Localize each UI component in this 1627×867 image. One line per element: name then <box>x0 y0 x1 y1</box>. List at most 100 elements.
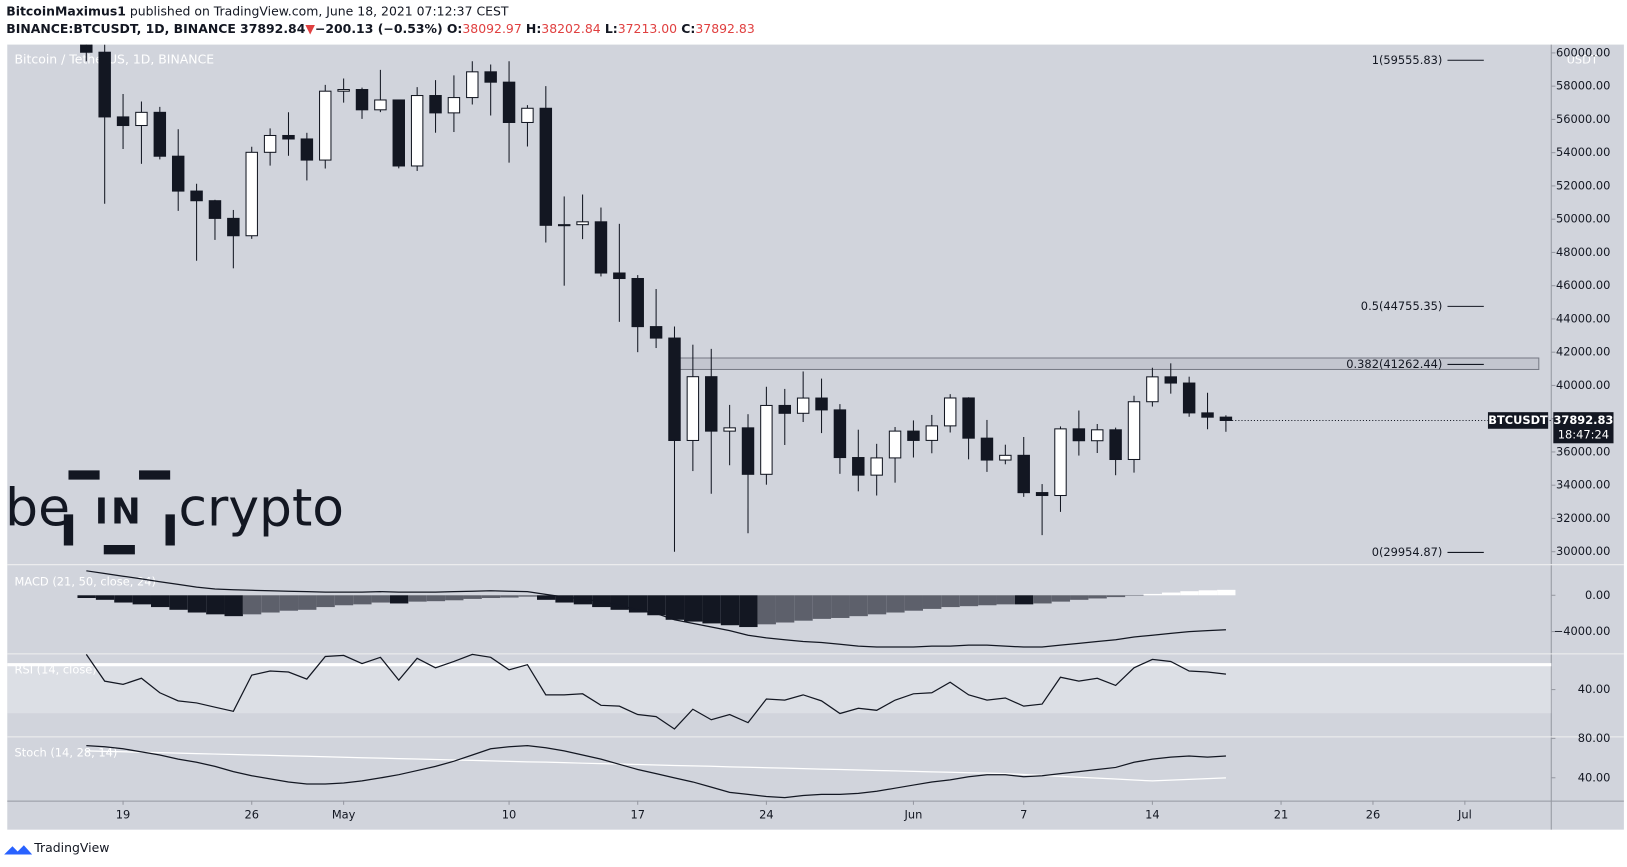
macd-bar <box>720 595 740 626</box>
macd-bar <box>279 595 299 611</box>
candle-body <box>190 190 203 202</box>
candle-body <box>227 217 240 237</box>
y-tick-label: 0.00 <box>1585 588 1610 602</box>
x-tick-label: 19 <box>116 808 131 822</box>
y-tick-label: 60000.00 <box>1556 45 1610 59</box>
candle-body <box>521 107 534 123</box>
y-tick-label: 56000.00 <box>1556 112 1610 126</box>
candle-body <box>153 111 167 157</box>
macd-bar <box>1217 589 1236 596</box>
y-tick-label: 44000.00 <box>1556 311 1610 325</box>
chart-title: Bitcoin / TetherUS, 1D, BINANCE <box>15 52 215 67</box>
watermark: be IN crypto <box>5 470 344 555</box>
published: published on TradingView.com, June 18, 2… <box>126 3 509 18</box>
candle-body <box>925 425 939 441</box>
candle-body <box>760 404 773 475</box>
macd-bar <box>1014 595 1034 605</box>
x-tick-label: May <box>332 808 356 822</box>
watermark-be: be <box>5 478 70 538</box>
macd-bar <box>1180 591 1199 596</box>
candle-body <box>300 138 314 161</box>
y-tick-label: 80.00 <box>1578 731 1611 745</box>
macd-bar <box>849 595 868 617</box>
x-tick-label: 26 <box>244 808 259 822</box>
macd-bar <box>463 595 482 599</box>
candle-body <box>852 457 865 476</box>
macd-bar <box>353 595 372 605</box>
candle-body <box>171 155 185 192</box>
price-tag-bg <box>1553 412 1614 444</box>
candle-body <box>484 71 497 83</box>
x-tick-label: 10 <box>502 808 517 822</box>
symbol: BINANCE:BTCUSDT, 1D, BINANCE <box>6 21 236 36</box>
ohlc-key: C: <box>681 21 695 36</box>
price-tag-countdown: 18:47:24 <box>1558 427 1609 441</box>
macd-bar <box>978 595 997 606</box>
candle-body <box>319 90 332 161</box>
candle-body <box>557 224 571 227</box>
y-tick-label: 50000.00 <box>1556 212 1610 226</box>
candles <box>80 44 1233 552</box>
candle-body <box>1127 401 1141 461</box>
macd-title: MACD (21, 50, close, 24) <box>15 574 156 588</box>
macd-bar <box>1106 595 1126 598</box>
macd-bar <box>1088 595 1107 599</box>
macd-bar <box>537 595 556 600</box>
rsi-band <box>7 664 1552 714</box>
candle-body <box>888 430 902 459</box>
candle-body <box>447 97 461 114</box>
macd-line <box>86 570 1226 648</box>
macd-bar <box>408 595 427 602</box>
macd-bar <box>573 595 593 605</box>
macd-bar <box>757 595 776 625</box>
y-tick-label: 36000.00 <box>1556 444 1610 458</box>
candle-body <box>999 454 1012 461</box>
macd-bar <box>481 595 501 599</box>
y-tick-label: 54000.00 <box>1556 145 1610 159</box>
candle-body <box>705 376 718 432</box>
fib-label: 0(29954.87) <box>1372 545 1443 559</box>
candle-body <box>741 427 755 475</box>
macd-bar <box>298 595 317 610</box>
candle-body <box>833 409 847 459</box>
candle-body <box>1017 454 1030 494</box>
ohlc-value: 38202.84 <box>541 21 600 36</box>
macd-bar <box>224 595 243 617</box>
candle-body <box>410 95 424 167</box>
macd-bar <box>886 595 905 613</box>
macd-bar <box>922 595 942 609</box>
stoch-d-line <box>86 750 1226 782</box>
candle-body <box>1219 416 1233 421</box>
x-tick-label: 24 <box>759 808 774 822</box>
y-tick-label: −4000.00 <box>1554 624 1611 638</box>
ohlc-key: L: <box>605 21 618 36</box>
y-tick-label: 48000.00 <box>1556 245 1610 259</box>
macd-bar <box>77 595 96 599</box>
macd-bar <box>941 595 960 608</box>
symbol-tag: BTCUSDT <box>1488 413 1548 427</box>
y-tick-label: 58000.00 <box>1556 79 1610 93</box>
stoch-title: Stoch (14, 28, 14) <box>15 745 118 759</box>
symbol-tag-bg <box>1487 412 1549 429</box>
y-tick-label: 42000.00 <box>1556 345 1610 359</box>
candle-body <box>337 89 350 92</box>
y-tick-label: 40.00 <box>1578 682 1611 696</box>
candle-body <box>502 81 516 123</box>
macd-bar <box>1033 595 1052 604</box>
y-tick-label: 30000.00 <box>1556 544 1610 558</box>
macd-bar <box>242 595 262 615</box>
candle-body <box>631 277 644 328</box>
macd-bar <box>206 595 225 615</box>
candle-body <box>245 151 258 237</box>
ohlc-value: 38092.97 <box>462 21 521 36</box>
candle-body <box>1201 412 1214 418</box>
macd-bar <box>684 595 703 622</box>
macd-bar <box>1198 590 1218 596</box>
change: −200.13 (−0.53%) <box>315 21 443 36</box>
price-tag-price: 37892.83 <box>1553 413 1613 427</box>
footer: TradingView <box>33 840 109 855</box>
macd-bar <box>647 595 666 616</box>
candle-body <box>135 111 148 127</box>
y-tick-label: 46000.00 <box>1556 278 1610 292</box>
